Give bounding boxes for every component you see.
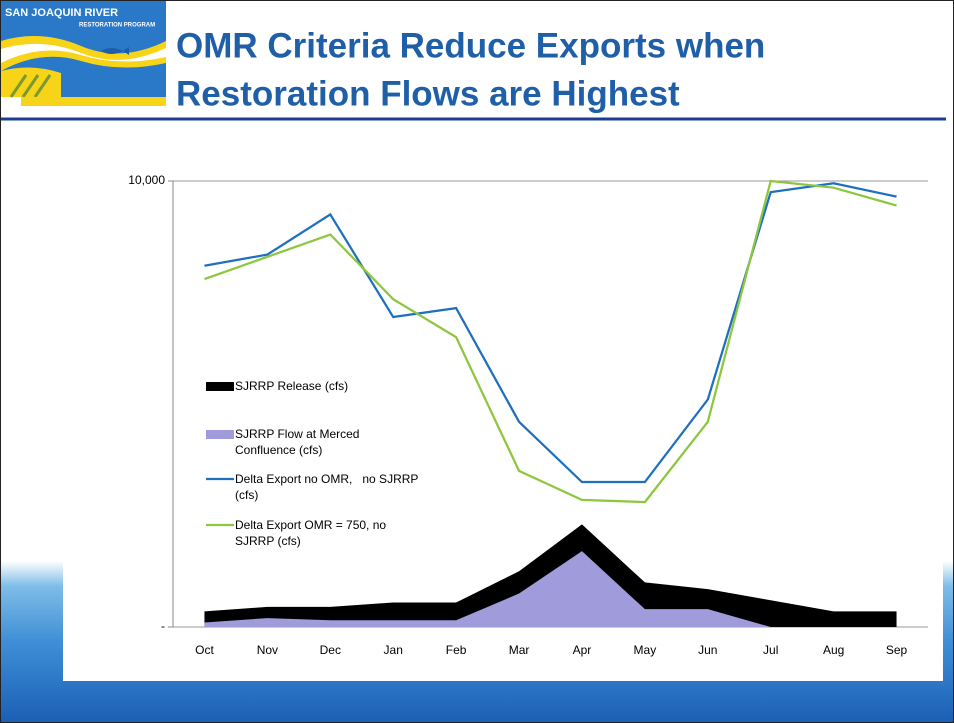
logo-title: SAN JOAQUIN RIVER (5, 7, 118, 19)
plot: - 10,000 Oct Nov Dec Jan Feb Mar Apr May Jun Jul Aug… (128, 173, 928, 657)
slide-title: OMR Criteria Reduce Exports when (176, 26, 765, 65)
slide-title: Restoration Flows are Highest (176, 74, 680, 113)
legend-label: Delta Export OMR = 750, no SJRRP (cfs) (235, 518, 390, 548)
x-tick-label: Oct (195, 643, 214, 657)
x-tick-label: Sep (886, 643, 908, 657)
x-tick-label: Apr (573, 643, 592, 657)
logo: SAN JOAQUIN RIVER RESTORATION PROGRAM (1, 1, 166, 106)
x-tick-label: Nov (257, 643, 278, 657)
x-tick-label: Aug (823, 643, 844, 657)
legend-swatch (206, 382, 234, 391)
legend-label: SJRRP Flow at Merced Confluence (cfs) (235, 427, 363, 457)
x-tick-label: Mar (509, 643, 530, 657)
x-tick-label: May (634, 643, 657, 657)
x-tick-label: Feb (446, 643, 467, 657)
area (204, 551, 897, 627)
legend-label: SJRRP Release (cfs) (235, 379, 349, 393)
y-tick-label: - (161, 619, 165, 633)
line (204, 179, 897, 504)
y-tick-label: 10,000 (128, 173, 165, 187)
x-tick-label: Dec (320, 643, 341, 657)
legend-swatch (206, 430, 234, 439)
line (204, 182, 897, 484)
legend-label: Delta Export no OMR, no SJRRP (cfs) (235, 472, 422, 502)
logo-subtitle: RESTORATION PROGRAM (79, 23, 155, 29)
x-tick-label: Jul (763, 643, 778, 657)
x-tick-label: Jan (384, 643, 403, 657)
x-tick-label: Jun (698, 643, 717, 657)
